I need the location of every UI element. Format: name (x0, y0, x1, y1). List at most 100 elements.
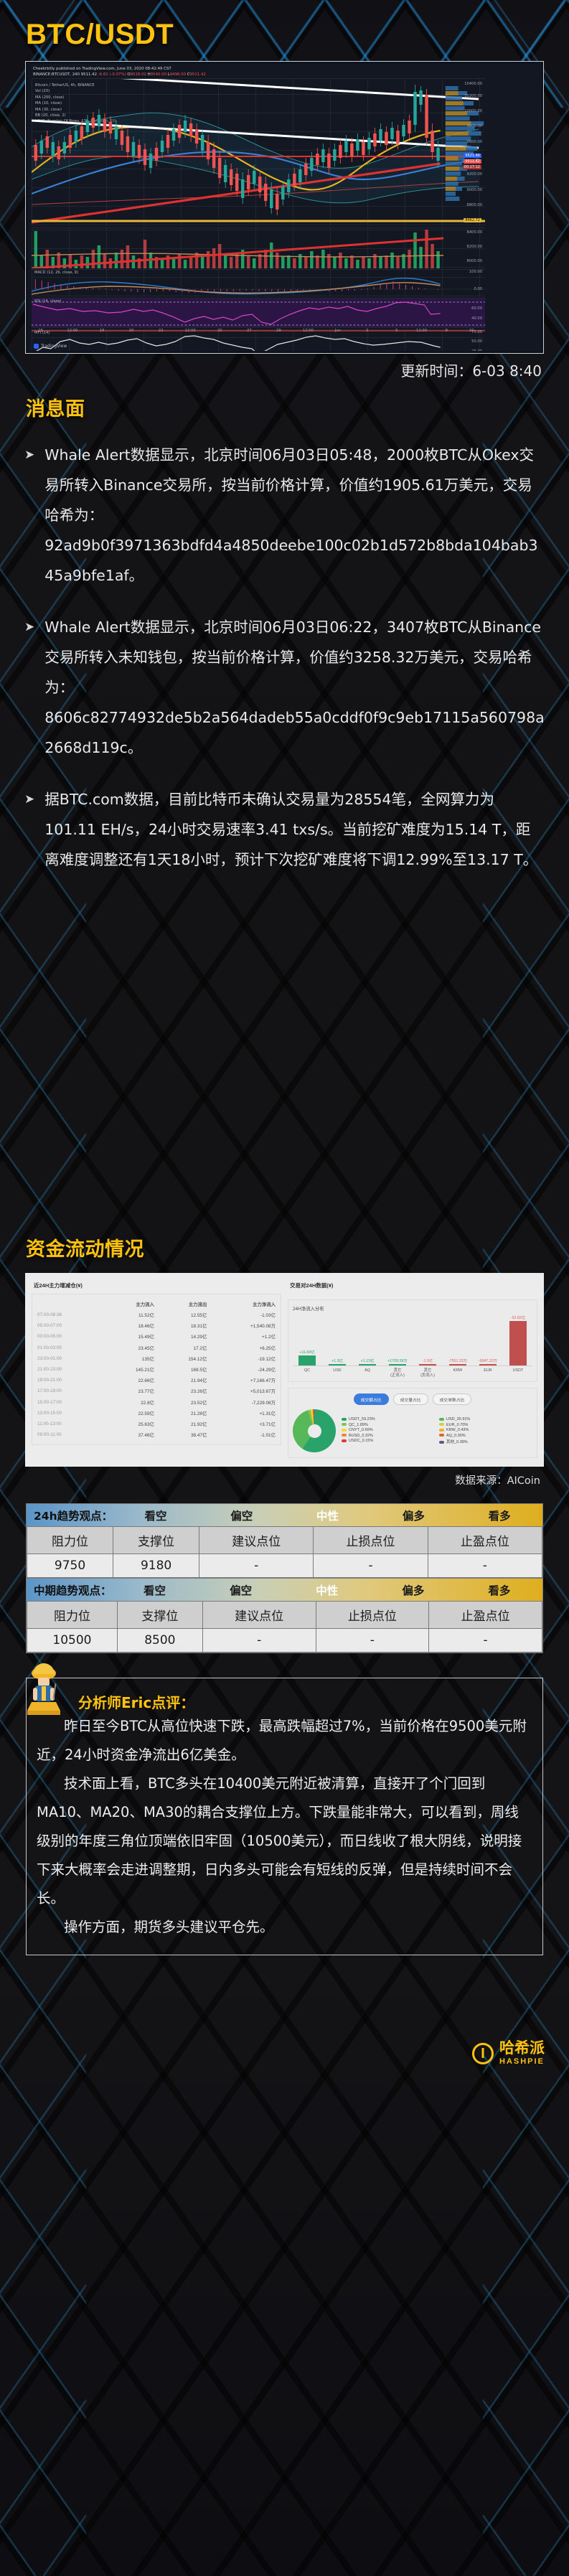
cell-inflow: 22.66亿 (138, 1378, 154, 1384)
tab-volume-share[interactable]: 成交量占比 (392, 1393, 428, 1405)
bar-column: -52.82亿 (504, 1315, 532, 1365)
netflow-bar-chart-title: 24H净流入分布 (293, 1307, 324, 1312)
table-row: 07:00-08:36 11.52亿 12.55亿 -1.03亿 (36, 1310, 277, 1320)
brand-name-cn: 哈希派 (499, 2040, 545, 2056)
macd-axis: 100.00 0.00 (469, 270, 482, 291)
table-header-row: 阻力位 支撑位 建议点位 止损点位 止盈点位 (27, 1601, 542, 1629)
bar-category-label: 其它 (负流入) (420, 1368, 435, 1378)
trend-option-neutral[interactable]: 中性 (316, 1509, 339, 1523)
trend-option-bearish[interactable]: 看空 (144, 1584, 166, 1597)
cell-outflow: 154.12亿 (188, 1356, 207, 1362)
cell-inflow: 22.8亿 (141, 1400, 154, 1406)
share-donut-card: 成交额占比 成交量占比 成交单数占比 USDT_59.23% USD_35.91%… (288, 1388, 537, 1458)
col-time (36, 1299, 103, 1310)
quote-change: -6.62 (-0.07%) (98, 72, 126, 77)
rsi-series (32, 301, 485, 326)
cell-outflow: 23.26亿 (190, 1389, 207, 1395)
trend-option-slightly-bearish[interactable]: 偏空 (230, 1584, 253, 1597)
legend-item: KRW_0.43% (439, 1428, 532, 1432)
volume-pane: 8400.00 8200.00 8000.00 (31, 227, 485, 270)
legend-item: QC_1.89% (342, 1423, 435, 1427)
analyst-comment-box: 分析师Eric点评： 昨日至今BTC从高位快速下跌，最高跌幅超过7%，当前价格在… (26, 1678, 543, 1955)
col-entry: 建议点位 (202, 1601, 316, 1629)
bar-value-label: +1709.59万 (387, 1359, 408, 1363)
cell-outflow: 169.5亿 (190, 1368, 207, 1373)
main-flow-table-body: 07:00-08:36 11.52亿 12.55亿 -1.03亿 05:00-07:00… (36, 1310, 277, 1440)
rsi-legend: RSI (14, close) (34, 299, 62, 304)
cell-netflow: +1,540.08万 (250, 1324, 276, 1330)
trend-option-neutral[interactable]: 中性 (316, 1584, 339, 1597)
legend-item: AQ_0.30% (439, 1434, 532, 1438)
macd-pane: MACD (12, 26, close, 9) (31, 269, 485, 296)
bullet-arrow-icon: ➤ (24, 792, 35, 807)
main-flow-table: 主力流入 主力流出 主力净流入 07:00-08:36 11.52亿 12.55亿 -… (36, 1299, 277, 1440)
tradingview-chart[interactable]: Cheekrbilly published on TradingView.com… (28, 64, 541, 351)
cell-netflow: -1.03亿 (260, 1313, 276, 1319)
cell-inflow: 25.63亿 (138, 1421, 154, 1427)
list-item: ➤ Whale Alert数据显示，北京时间06月03日06:22，3407枚B… (24, 612, 545, 763)
cell-time: 13:00-15:00 (37, 1410, 62, 1416)
cell-time: 15:00-17:00 (37, 1399, 62, 1405)
cell-outflow: 12.55亿 (190, 1313, 207, 1319)
volume-axis: 8400.00 8200.00 8000.00 (466, 230, 482, 263)
trend-option-slightly-bearish[interactable]: 偏空 (230, 1509, 253, 1523)
analyst-paragraph: 技术面上看，BTC多头在10400美元附近被清算，直接开了个门回到MA10、MA… (37, 1775, 522, 1907)
col-support: 支撑位 (113, 1526, 200, 1554)
trend-24h-label: 24h趋势观点： (34, 1509, 113, 1523)
bullet-arrow-icon: ➤ (24, 620, 35, 634)
donut-row: USDT_59.23% USD_35.91% QC_1.89% EUR_0.70% CN… (293, 1409, 532, 1452)
cell-time: 21:00-23:00 (37, 1367, 62, 1373)
quote-high: 9540.00 (150, 72, 167, 77)
val-resistance: 10500 (27, 1628, 118, 1653)
bar-category-label: QC (304, 1368, 311, 1373)
funds-panel: 近24H主力增减仓(¥) 主力流入 主力流出 主力净流入 07:00-08:36… (25, 1273, 544, 1467)
trend-option-bearish[interactable]: 看空 (144, 1509, 167, 1523)
cell-time: 11:00-13:00 (37, 1421, 62, 1426)
trend-mid-label: 中期趋势观点： (34, 1584, 112, 1597)
table-row: 09:00-11:00 37.46亿 38.47亿 -1.01亿 (36, 1429, 277, 1440)
cell-outflow: 38.47亿 (190, 1433, 207, 1439)
cell-outflow: 23.52亿 (190, 1400, 207, 1406)
val-entry: - (199, 1553, 314, 1578)
trend-mid-header: 中期趋势观点： 看空 偏空 中性 偏多 看多 (27, 1579, 542, 1601)
bar-category-label: USDT (512, 1368, 524, 1373)
trend-option-bullish[interactable]: 看多 (488, 1509, 511, 1523)
table-row: 13:00-15:00 22.59亿 21.28亿 +1.31亿 (36, 1408, 277, 1419)
trend-option-bullish[interactable]: 看多 (488, 1584, 511, 1597)
cell-netflow: +6.25亿 (259, 1345, 276, 1351)
rsi-pane: RSI (14, close) 60.00 40.00 (32, 298, 485, 328)
tab-order-count-share[interactable]: 成交单数占比 (432, 1393, 472, 1405)
macd-legend: MACD (12, 26, close, 9) (34, 271, 79, 275)
tradingview-chart-container: Cheekrbilly published on TradingView.com… (25, 61, 544, 354)
trend-option-slightly-bullish[interactable]: 偏多 (402, 1584, 425, 1597)
val-resistance: 9750 (26, 1553, 114, 1578)
list-item: ➤ Whale Alert数据显示，北京时间06月03日05:48，2000枚B… (24, 440, 545, 591)
tradingview-logo[interactable]: TradingView (34, 344, 67, 349)
mfi-legend: MFI (14) (34, 331, 50, 335)
analyst-paragraph: 昨日至今BTC从高位快速下跌，最高跌幅超过7%，当前价格在9500美元附近，24… (37, 1718, 527, 1763)
cell-time: 03:00-05:00 (37, 1334, 62, 1340)
legend-item: USD_35.91% (439, 1417, 532, 1421)
tab-amount-share[interactable]: 成交额占比 (353, 1393, 389, 1405)
bar-column: +1.3亿 (323, 1315, 352, 1365)
legend-item: BUSD_0.32% (342, 1434, 435, 1438)
cell-inflow: 18.46亿 (138, 1324, 154, 1330)
bar (388, 1364, 407, 1365)
table-header-row: 主力流入 主力流出 主力净流入 (36, 1299, 277, 1310)
bar-column: -1.5亿 (413, 1315, 442, 1365)
cell-netflow: -19.12亿 (258, 1356, 276, 1362)
cell-time: 07:00-08:36 (37, 1312, 62, 1318)
cell-outflow: 21.94亿 (190, 1378, 207, 1384)
bar-category-label: EUR (484, 1368, 492, 1373)
trend-mid-table: 中期趋势观点： 看空 偏空 中性 偏多 看多 阻力位 支撑位 建议点位 止损点位… (26, 1579, 543, 1653)
analyst-paragraph: 操作方面，期货多头建议平仓先。 (64, 1919, 274, 1935)
price-tag-countdown: 00:17:12 (462, 165, 481, 169)
news-list: ➤ Whale Alert数据显示，北京时间06月03日05:48，2000枚B… (0, 421, 569, 875)
bar (448, 1364, 467, 1365)
trend-option-slightly-bullish[interactable]: 偏多 (402, 1509, 425, 1523)
bar-column: +1.13亿 (353, 1315, 382, 1365)
quote-open: 9518.02 (130, 72, 146, 77)
col-support: 支撑位 (116, 1601, 203, 1629)
brand-name-en: HASHPIE (499, 2057, 545, 2066)
bar-value-label: +1.3亿 (331, 1359, 343, 1363)
